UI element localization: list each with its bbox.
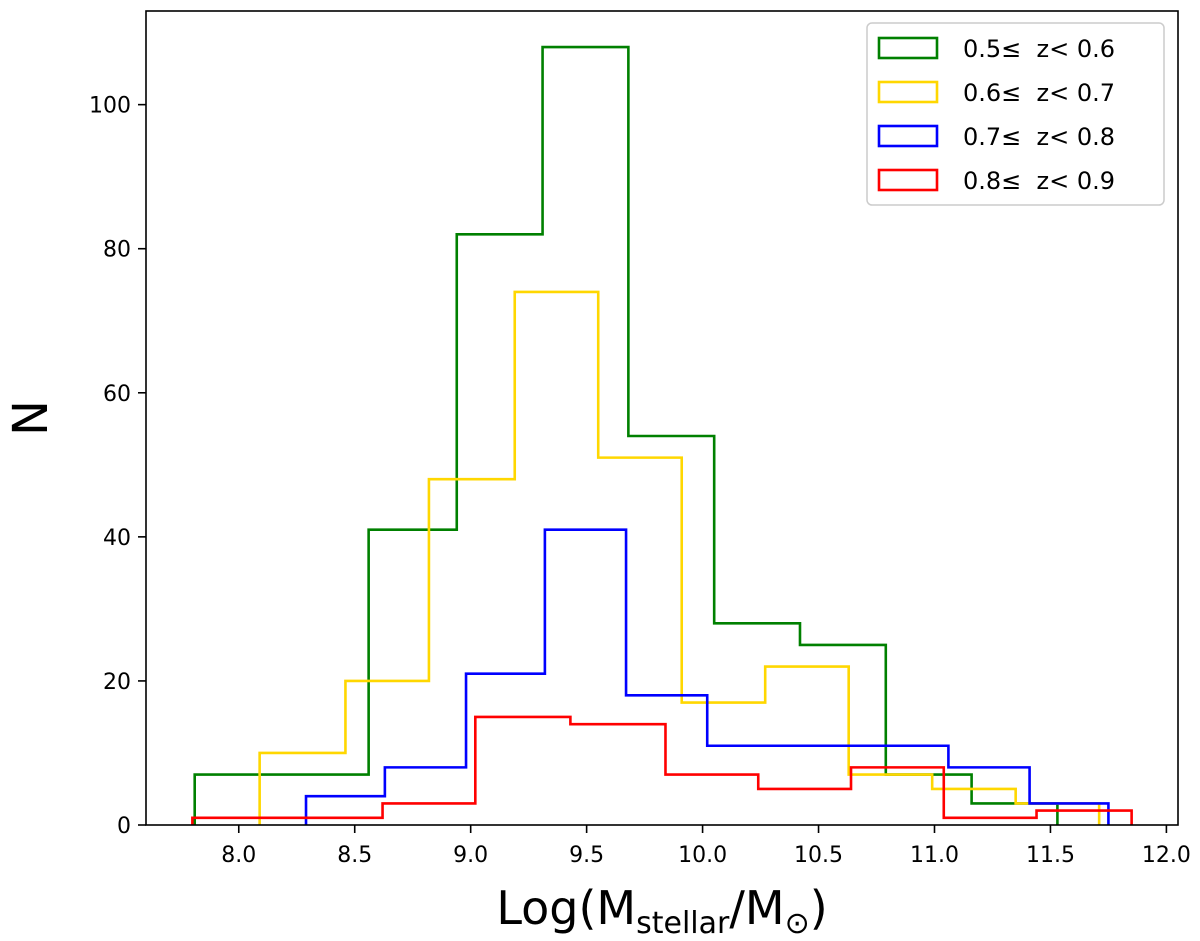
- x-tick-label: 10.0: [678, 843, 727, 868]
- legend-label-1: 0.5≤ z< 0.6: [963, 35, 1115, 63]
- legend-swatch-2: [877, 80, 939, 104]
- x-tick-label: 11.5: [1026, 843, 1075, 868]
- y-tick-label: 60: [103, 382, 131, 407]
- x-tick-label: 10.5: [794, 843, 843, 868]
- x-axis-label: Log(Mstellar/M⊙): [496, 881, 827, 941]
- legend-swatch-1: [877, 36, 939, 60]
- y-axis: 0 20 40 60 80 100: [89, 94, 146, 839]
- legend-label-4: 0.8≤ z< 0.9: [963, 167, 1115, 195]
- series-layer: [191, 45, 1133, 825]
- series-1-histogram: [193, 45, 1059, 825]
- x-axis-label-main: Log(M: [496, 881, 636, 935]
- x-tick-label: 12.0: [1142, 843, 1191, 868]
- y-tick-label: 80: [103, 238, 131, 263]
- x-tick-label: 9.5: [569, 843, 604, 868]
- x-tick-label: 8.0: [221, 843, 256, 868]
- x-axis-label-sub2: ⊙: [785, 906, 810, 941]
- legend-box: [866, 22, 1165, 206]
- series-3-histogram: [304, 528, 1110, 825]
- series-4-histogram: [191, 715, 1133, 825]
- legend-swatch-4: [877, 168, 939, 192]
- x-axis-label-sub1: stellar: [636, 906, 730, 941]
- legend-label-3: 0.7≤ z< 0.8: [963, 123, 1115, 151]
- x-tick-label: 8.5: [337, 843, 372, 868]
- x-axis-label-mid: /M: [729, 881, 784, 935]
- y-tick-label: 0: [117, 814, 131, 839]
- y-axis-label: N: [3, 400, 59, 436]
- x-axis: 8.0 8.5 9.0 9.5 10.0 10.5 11.0 11.5 12.0: [221, 825, 1191, 868]
- x-tick-label: 11.0: [910, 843, 959, 868]
- plot-frame: [145, 10, 1179, 826]
- y-tick-label: 100: [89, 94, 131, 119]
- x-tick-label: 9.0: [453, 843, 488, 868]
- y-tick-label: 20: [103, 670, 131, 695]
- x-axis-label-end: ): [810, 881, 828, 935]
- legend-swatch-3: [877, 124, 939, 148]
- y-tick-label: 40: [103, 526, 131, 551]
- legend-label-2: 0.6≤ z< 0.7: [963, 79, 1115, 107]
- series-2-histogram: [258, 290, 1101, 825]
- legend-items: 0.5≤ z< 0.6 0.6≤ z< 0.7 0.7≤ z< 0.8 0.8≤ z<…: [877, 35, 1115, 195]
- legend: 0.5≤ z< 0.6 0.6≤ z< 0.7 0.7≤ z< 0.8 0.8≤ z<…: [866, 22, 1165, 206]
